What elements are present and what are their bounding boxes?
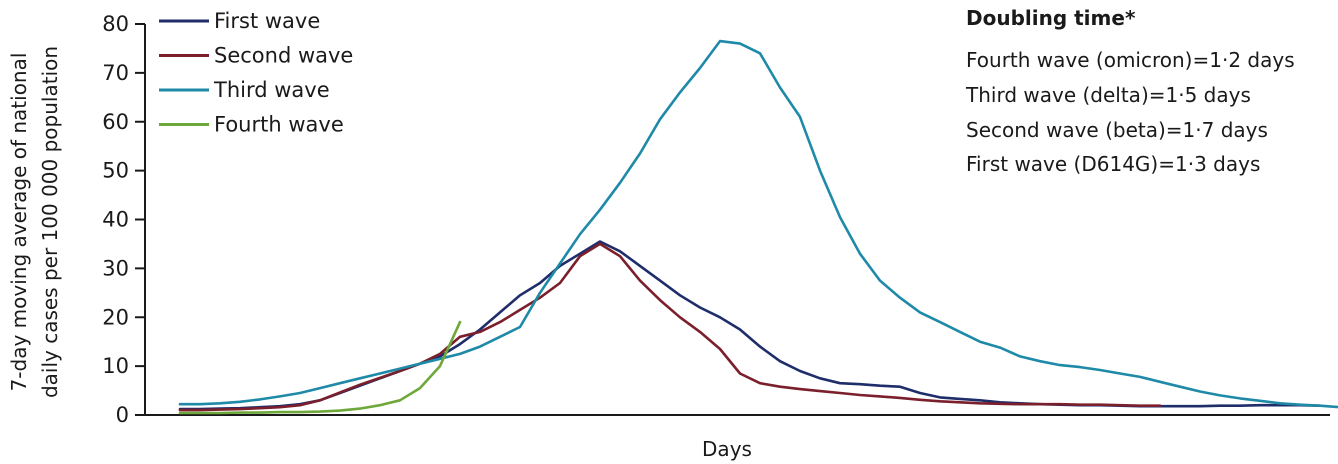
legend-label: Second wave <box>214 44 353 68</box>
y-tick-label: 60 <box>102 110 129 134</box>
y-tick-label: 50 <box>102 159 129 183</box>
annotation-line: Fourth wave (omicron)=1·2 days <box>966 48 1295 72</box>
legend-item: Second wave <box>159 44 353 68</box>
legend: First wave Second wave Third wave Fourth wa… <box>159 9 353 137</box>
legend-label: First wave <box>214 9 320 33</box>
y-tick-label: 70 <box>102 61 129 85</box>
annotation-line: Second wave (beta)=1·7 days <box>966 118 1268 142</box>
series-line-third-wave <box>178 39 1338 409</box>
y-ticks: 0 10 20 30 40 50 60 70 80 <box>102 12 145 427</box>
doubling-time-annotation: Doubling time* Fourth wave (omicron)=1·2… <box>965 6 1295 176</box>
annotation-line: Third wave (delta)=1·5 days <box>965 83 1251 107</box>
y-tick-label: 80 <box>102 12 129 36</box>
legend-item: First wave <box>159 9 320 33</box>
y-axis-title: 7-day moving average of national daily c… <box>7 46 62 398</box>
legend-item: Fourth wave <box>159 113 344 137</box>
y-tick-label: 0 <box>116 403 129 427</box>
legend-label: Fourth wave <box>214 113 344 137</box>
y-tick-label: 20 <box>102 305 129 329</box>
y-axis-title-line-2: daily cases per 100 000 population <box>38 46 62 398</box>
y-axis-title-line-1: 7-day moving average of national <box>7 53 31 392</box>
series-lines <box>178 39 1338 415</box>
y-tick-label: 40 <box>102 208 129 232</box>
x-axis-title: Days <box>702 437 752 461</box>
series-line-first-wave <box>178 240 1322 411</box>
y-tick-label: 30 <box>102 256 129 280</box>
annotation-title: Doubling time* <box>966 6 1136 30</box>
y-tick-label: 10 <box>102 354 129 378</box>
annotation-line: First wave (D614G)=1·3 days <box>966 152 1260 176</box>
legend-item: Third wave <box>159 78 330 102</box>
series-line-fourth-wave <box>178 320 462 415</box>
series-line-second-wave <box>178 242 1162 412</box>
legend-label: Third wave <box>213 78 330 102</box>
